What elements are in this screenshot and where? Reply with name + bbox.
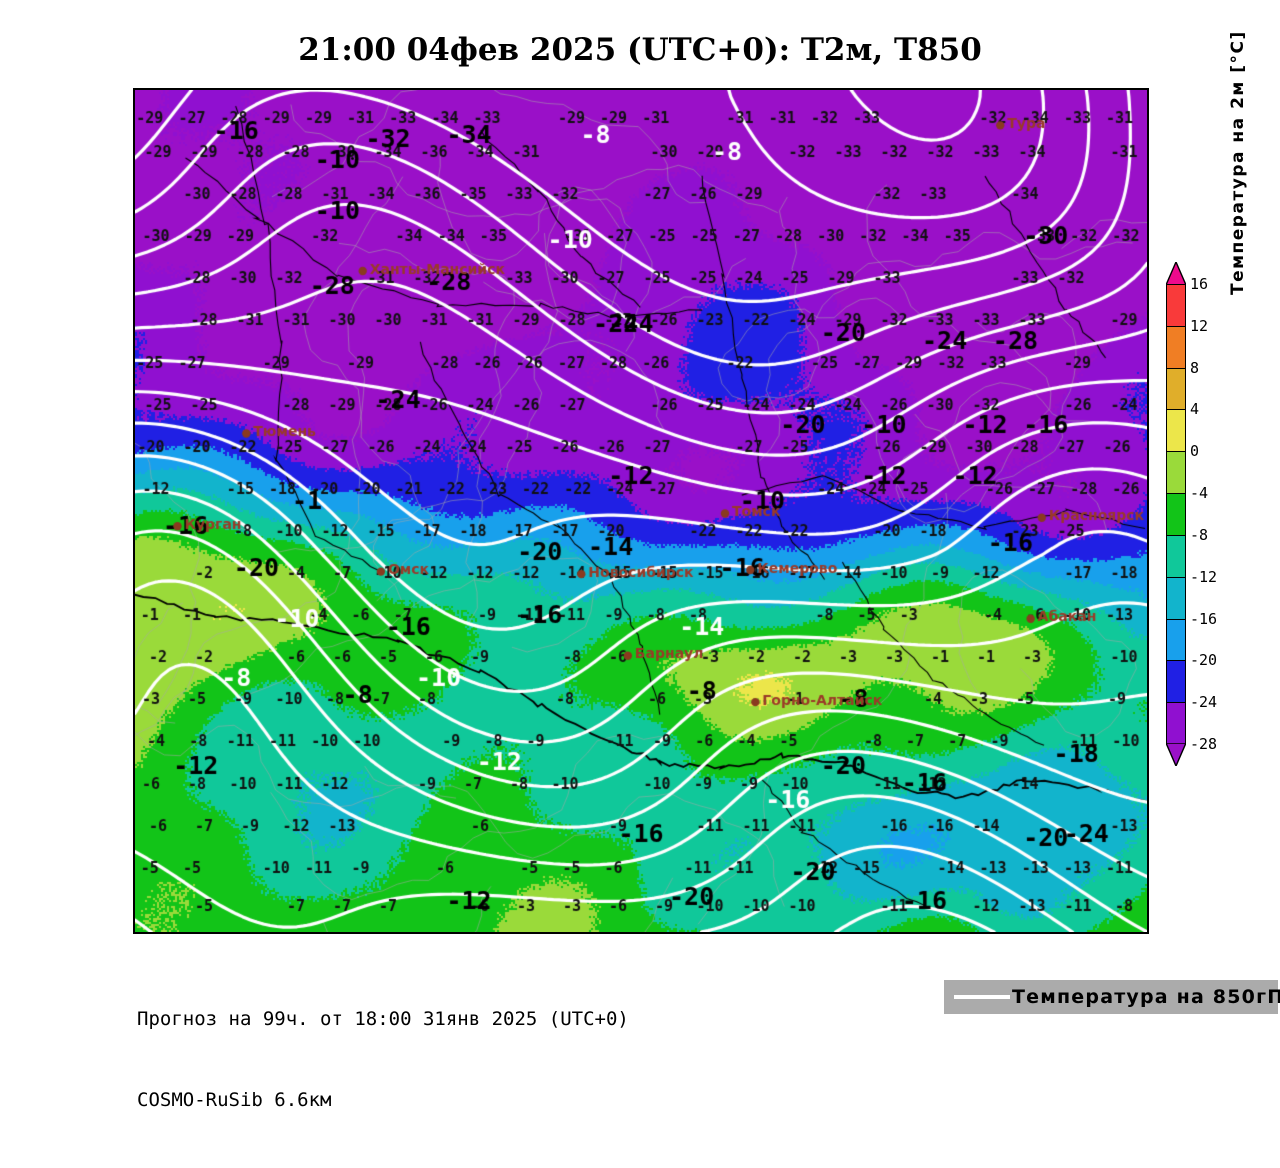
colorbar-under-arrow bbox=[1166, 743, 1186, 766]
colorbar-band bbox=[1167, 494, 1185, 536]
colorbar-over-arrow bbox=[1166, 262, 1186, 285]
colorbar-tick-label: 16 bbox=[1190, 275, 1209, 293]
temperature-map-canvas[interactable] bbox=[135, 90, 1147, 932]
colorbar-band bbox=[1167, 535, 1185, 578]
colorbar-tick-label: -8 bbox=[1190, 525, 1209, 544]
colorbar-bands bbox=[1166, 284, 1186, 745]
footer-forecast-line: Прогноз на 99ч. от 18:00 31янв 2025 (UTC… bbox=[137, 1008, 629, 1030]
colorbar-tick-label: -16 bbox=[1190, 609, 1218, 628]
colorbar-band bbox=[1167, 619, 1185, 662]
colorbar-band bbox=[1167, 410, 1185, 453]
colorbar-tick-label: 0 bbox=[1190, 442, 1200, 461]
page-title: 21:00 04фев 2025 (UTC+0): T2м, T850 bbox=[298, 32, 982, 68]
colorbar-band bbox=[1167, 661, 1185, 704]
colorbar-band bbox=[1167, 577, 1185, 620]
map-panel[interactable] bbox=[133, 88, 1149, 934]
colorbar: 16 12 8 4 0 -4 -8 -12 -16 -20 -24 -28 bbox=[1166, 262, 1217, 766]
colorbar-band bbox=[1167, 285, 1185, 327]
legend-850hpa: Температура на 850гПа bbox=[944, 980, 1280, 1014]
colorbar-tick-label: -4 bbox=[1190, 484, 1209, 503]
colorbar-tick-label: -20 bbox=[1190, 651, 1218, 670]
colorbar-tick-label: -12 bbox=[1190, 567, 1218, 586]
colorbar-tick-label: -24 bbox=[1190, 693, 1218, 712]
colorbar-band bbox=[1167, 703, 1185, 745]
colorbar-tick-label: 8 bbox=[1190, 358, 1200, 377]
legend-850hpa-label: Температура на 850гПа bbox=[1012, 986, 1280, 1008]
footer-model-line: COSMO-RuSib 6.6км bbox=[137, 1089, 332, 1111]
footer-text: Прогноз на 99ч. от 18:00 31янв 2025 (UTC… bbox=[137, 952, 629, 1168]
colorbar-band bbox=[1167, 452, 1185, 495]
colorbar-band bbox=[1167, 368, 1185, 411]
colorbar-tick-label: -28 bbox=[1190, 735, 1218, 753]
weather-map-page: 21:00 04фев 2025 (UTC+0): T2м, T850 16 12… bbox=[133, 30, 1280, 1111]
colorbar-tick-label: 4 bbox=[1190, 400, 1200, 419]
colorbar-tick-label: 12 bbox=[1190, 316, 1209, 335]
colorbar-band bbox=[1167, 326, 1185, 369]
colorbar-axis-title: Температура на 2м [°C] bbox=[1228, 30, 1248, 295]
legend-850hpa-line-swatch bbox=[954, 995, 1010, 999]
